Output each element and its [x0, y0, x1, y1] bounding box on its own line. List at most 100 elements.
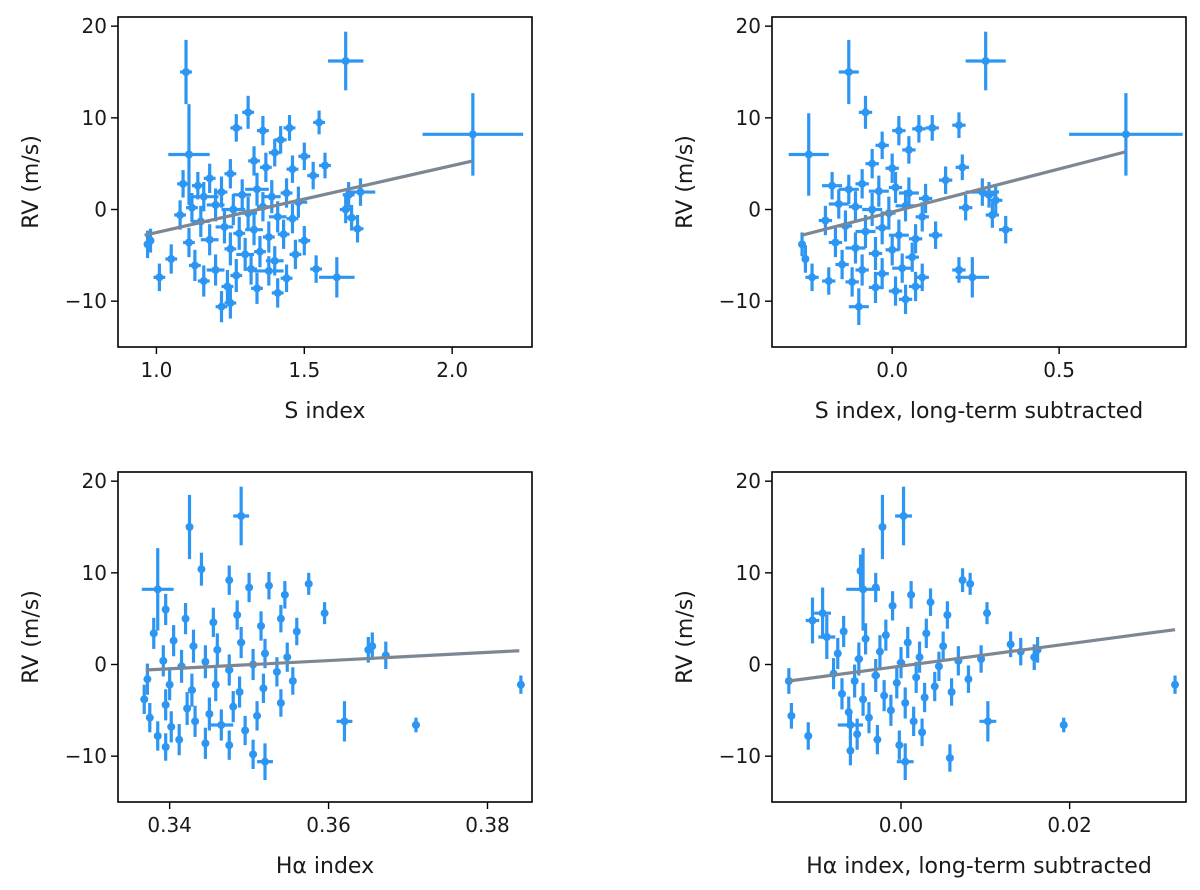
data-marker — [252, 284, 261, 293]
data-marker — [368, 642, 377, 651]
data-marker — [187, 686, 196, 695]
data-point — [888, 276, 903, 306]
data-point — [183, 227, 195, 258]
data-marker — [264, 266, 273, 275]
data-marker — [205, 235, 214, 244]
data-point — [203, 163, 216, 193]
data-point — [233, 179, 252, 211]
data-point — [185, 494, 194, 560]
data-point — [274, 126, 287, 154]
data-marker — [878, 269, 887, 278]
data-point — [276, 604, 285, 633]
data-point — [912, 661, 921, 693]
y-axis-label: RV (m/s) — [673, 135, 698, 229]
data-marker — [888, 164, 897, 173]
data-marker — [315, 118, 324, 127]
data-point — [954, 646, 963, 676]
y-tick-label: −10 — [719, 744, 761, 768]
data-point — [871, 572, 880, 603]
data-point — [979, 701, 997, 742]
data-marker — [894, 231, 903, 240]
y-tick-label: 10 — [82, 106, 107, 130]
data-marker — [846, 746, 855, 755]
data-point — [833, 637, 842, 670]
data-marker — [941, 176, 950, 185]
data-point — [886, 694, 895, 726]
data-marker — [181, 614, 190, 623]
data-point — [881, 619, 890, 651]
data-point — [875, 131, 889, 160]
data-point — [153, 263, 166, 292]
data-point — [898, 284, 913, 314]
data-point — [804, 722, 813, 750]
data-marker — [981, 57, 990, 65]
data-marker — [190, 261, 199, 270]
data-marker — [264, 581, 273, 590]
data-point — [885, 153, 899, 183]
data-point — [200, 224, 219, 256]
data-marker — [878, 523, 887, 531]
data-point — [925, 115, 939, 141]
data-point — [292, 617, 301, 646]
data-point — [838, 39, 859, 105]
data-marker — [288, 165, 297, 174]
data-points — [784, 486, 1180, 780]
data-point — [245, 572, 254, 603]
data-point — [280, 264, 293, 292]
data-marker — [237, 512, 246, 520]
data-marker — [340, 717, 349, 726]
data-point — [288, 667, 297, 695]
data-marker — [247, 265, 256, 274]
x-axis-label: S index, long-term subtracted — [815, 399, 1144, 424]
data-marker — [300, 152, 309, 161]
data-marker — [838, 260, 847, 269]
data-point — [165, 669, 174, 701]
data-marker — [140, 695, 149, 704]
data-point — [237, 626, 246, 659]
data-marker — [225, 741, 234, 750]
data-marker — [1059, 721, 1068, 729]
data-marker — [918, 273, 927, 282]
data-marker — [143, 675, 152, 684]
data-marker — [804, 732, 813, 740]
data-point — [169, 625, 178, 657]
data-point — [213, 633, 222, 667]
data-point — [313, 110, 325, 135]
data-point — [853, 718, 862, 750]
data-point — [264, 571, 273, 600]
y-axis-label: RV (m/s) — [19, 590, 44, 684]
data-marker — [191, 717, 200, 726]
data-marker — [201, 657, 210, 666]
data-marker — [904, 145, 913, 154]
data-points — [143, 31, 524, 323]
data-marker — [1171, 680, 1180, 689]
data-point — [249, 739, 258, 769]
data-marker — [958, 576, 967, 585]
data-marker — [901, 699, 910, 707]
data-marker — [844, 185, 853, 194]
data-marker — [226, 169, 235, 178]
data-point — [224, 232, 237, 266]
data-point — [168, 104, 210, 205]
data-marker — [954, 121, 963, 130]
data-point — [248, 146, 260, 176]
data-marker — [880, 691, 889, 700]
data-marker — [199, 192, 208, 201]
data-marker — [250, 225, 259, 234]
data-point — [983, 602, 992, 625]
data-point — [230, 259, 243, 292]
data-marker — [201, 739, 210, 748]
data-marker — [276, 135, 285, 144]
data-point — [1069, 93, 1183, 176]
data-point — [351, 215, 364, 243]
data-marker — [161, 743, 170, 751]
data-marker — [878, 141, 887, 150]
data-marker — [353, 224, 362, 233]
data-point — [875, 211, 889, 245]
data-point — [801, 245, 810, 273]
data-marker — [261, 163, 270, 172]
x-axis-label: Hα index — [276, 854, 374, 879]
data-marker — [276, 699, 285, 707]
data-point — [277, 219, 290, 249]
data-point — [892, 253, 913, 283]
